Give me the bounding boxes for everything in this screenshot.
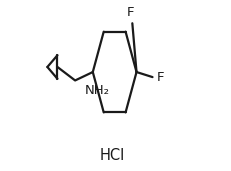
Text: NH₂: NH₂	[85, 84, 109, 97]
Text: HCl: HCl	[100, 148, 125, 163]
Text: F: F	[157, 71, 164, 84]
Text: F: F	[127, 6, 134, 19]
